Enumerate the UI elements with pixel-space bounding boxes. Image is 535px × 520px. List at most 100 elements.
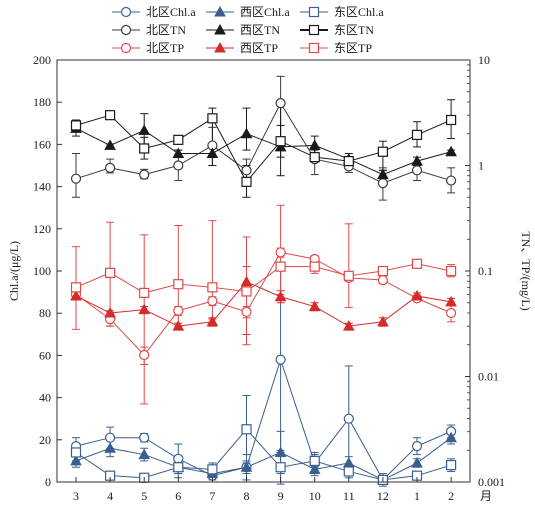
series-2-point — [446, 460, 457, 471]
series-0-line — [75, 357, 452, 481]
series-4-point — [206, 147, 219, 158]
x-tick-label: 5 — [141, 489, 147, 503]
series-2-point — [343, 466, 354, 477]
series-4-point — [104, 139, 116, 150]
series-7-point — [172, 320, 185, 331]
series-4-point — [138, 124, 151, 135]
series-1-point — [342, 456, 355, 468]
legend-item: 西区TP — [206, 41, 278, 55]
series-2-point — [207, 464, 218, 475]
series-2-point — [70, 447, 82, 458]
legend-label: 北区Chl.a — [146, 5, 196, 19]
x-tick-label: 9 — [278, 489, 284, 503]
series-6-point — [377, 274, 388, 286]
series-5-line — [75, 114, 452, 183]
series-5-point — [139, 143, 150, 154]
x-tick-label: 1 — [414, 489, 420, 503]
x-tick-label: 8 — [244, 489, 250, 503]
legend-label: 北区TP — [146, 41, 184, 55]
y-right-tick-label: 0.1 — [478, 264, 493, 278]
legend-item: 东区TN — [300, 23, 374, 37]
series-8-point — [104, 267, 116, 278]
series-3-point — [411, 165, 423, 176]
series-7-point — [342, 320, 355, 331]
legend-marker — [214, 23, 226, 35]
series-1-point — [104, 442, 116, 453]
series-6-line — [75, 251, 452, 356]
series-4-point — [308, 139, 321, 150]
series-3-point — [70, 173, 82, 184]
series-5-point — [309, 152, 320, 163]
series-5-point — [377, 146, 388, 157]
y-left-tick-label: 60 — [39, 348, 51, 362]
legend-item: 东区TP — [300, 41, 372, 55]
y-right-axis-title: TN、TP/(mg/L) — [519, 231, 533, 310]
series-1-point — [274, 446, 287, 457]
legend-item: 北区Chl.a — [112, 5, 196, 19]
series-3-point — [275, 98, 286, 109]
series-4-line — [75, 127, 452, 176]
series-3-point — [446, 175, 457, 186]
y-right-tick-label: 10 — [478, 53, 490, 67]
series-4-point — [377, 168, 389, 180]
series-1-point — [411, 456, 423, 468]
series-4-point — [172, 147, 185, 158]
series-markers — [70, 98, 457, 485]
series-6-point — [446, 307, 457, 319]
series-2-line — [75, 428, 452, 481]
series-3-point — [377, 178, 388, 189]
series-7-point — [206, 315, 219, 327]
series-3-point — [139, 169, 150, 180]
series-8-point — [377, 265, 388, 277]
series-5-point — [70, 120, 82, 131]
series-4-point — [240, 127, 253, 139]
series-1-line — [75, 437, 452, 481]
x-tick-label: 4 — [107, 489, 113, 503]
y-left-tick-label: 40 — [39, 391, 51, 405]
series-1-point — [445, 431, 457, 443]
series-8-point — [70, 282, 82, 293]
series-3-point — [104, 162, 116, 173]
y-right-tick-label: 0.001 — [478, 475, 505, 489]
series-8-point — [173, 279, 184, 290]
series-7-point — [411, 289, 423, 301]
series-7-point — [138, 303, 151, 315]
y-left-tick-label: 200 — [33, 53, 51, 67]
series-4-point — [445, 145, 457, 157]
series-7-point — [274, 290, 287, 302]
series-8-point — [275, 261, 286, 272]
legend-item: 西区Chl.a — [206, 5, 290, 19]
y-left-tick-label: 180 — [33, 95, 51, 109]
series-2-point — [241, 424, 252, 435]
series-7-point — [104, 306, 116, 318]
legend-label: 西区TP — [240, 41, 278, 55]
legend-marker — [214, 5, 226, 17]
series-6-point — [241, 306, 252, 317]
series-2-point — [275, 462, 286, 473]
x-unit-label: 月 — [480, 489, 492, 503]
legend: 北区Chl.a 西区Chl.a 东区Chl.a 北区TN 西区TN 东区TN 北区TP 西区T… — [112, 5, 384, 55]
y-left-tick-label: 160 — [33, 137, 51, 151]
x-tick-label: 3 — [73, 489, 79, 503]
series-lines — [75, 102, 452, 481]
series-3-point — [241, 165, 252, 176]
legend-label: 西区TN — [240, 23, 280, 37]
series-7-point — [377, 315, 389, 327]
series-8-line — [75, 263, 452, 294]
series-7-point — [445, 295, 457, 307]
series-5-point — [343, 156, 354, 167]
y-left-tick-label: 120 — [33, 222, 51, 236]
x-tick-label: 6 — [175, 489, 181, 503]
series-7-point — [308, 300, 321, 312]
legend-marker — [120, 24, 132, 36]
series-0-point — [343, 413, 354, 424]
y-left-axis-title: Chl.a/(μg/L) — [7, 241, 21, 301]
series-4-point — [274, 140, 287, 152]
series-0-point — [139, 432, 150, 443]
x-tick-label: 2 — [448, 489, 454, 503]
legend-label: 东区Chl.a — [334, 5, 384, 19]
series-7-point — [70, 289, 82, 301]
series-5-point — [411, 129, 423, 141]
series-5-point — [275, 136, 286, 147]
